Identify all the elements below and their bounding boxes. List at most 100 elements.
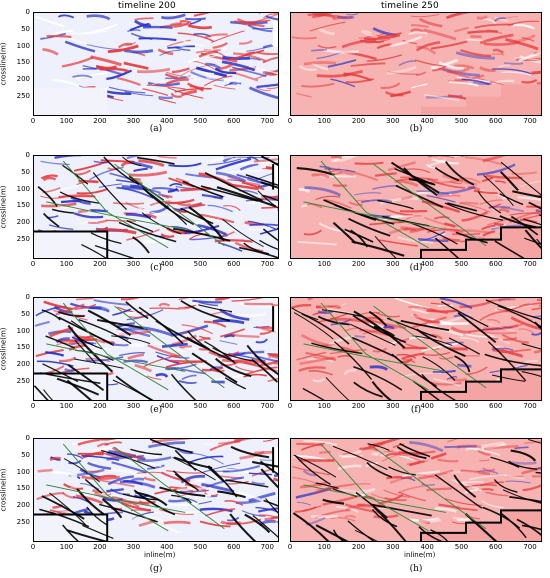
fault-line: [390, 161, 440, 194]
seismic-streak: [271, 75, 278, 79]
x-tick-label: 400: [420, 260, 434, 268]
seismic-streak: [199, 520, 231, 528]
seismic-streak: [303, 440, 338, 446]
fault-line: [484, 353, 541, 367]
fault-line: [293, 454, 337, 478]
seismic-streak: [67, 453, 84, 460]
seismic-streak: [201, 156, 233, 163]
x-tick-label: 500: [193, 117, 208, 125]
x-tick-label: 0: [30, 260, 36, 268]
seismic-streak: [265, 15, 278, 21]
fault-line: [371, 508, 398, 528]
seismic-streak: [181, 374, 197, 381]
seismic-streak: [334, 483, 371, 488]
masked-region: [273, 164, 278, 190]
seismic-streak: [174, 46, 191, 52]
seismic-streak: [104, 441, 123, 446]
seismic-streak: [536, 298, 541, 301]
seismic-streak: [81, 455, 120, 462]
seismic-streak: [251, 481, 265, 485]
seismic-streak: [273, 477, 278, 482]
seismic-streak: [127, 353, 145, 360]
seismic-streak: [418, 469, 454, 480]
fault-line: [66, 379, 93, 400]
x-tick-label: 600: [227, 260, 241, 268]
fault-line: [332, 445, 388, 471]
seismic-streak: [430, 302, 451, 305]
fault-line: [259, 239, 278, 250]
seismic-streak: [482, 443, 507, 450]
seismic-streak: [258, 514, 278, 519]
seismic-streak: [136, 456, 172, 462]
seismic-streak: [369, 221, 405, 226]
x-tick-label: 600: [489, 543, 503, 551]
seismic-streak: [426, 309, 459, 313]
seismic-streak: [37, 468, 53, 473]
seismic-streak: [311, 48, 328, 52]
y-tick-label: 200: [16, 360, 30, 369]
fault-line: [353, 381, 383, 398]
seismic-streak: [426, 163, 440, 170]
seismic-streak: [514, 446, 529, 450]
seismic-streak: [106, 69, 133, 81]
seismic-streak: [125, 212, 152, 219]
fault-line: [351, 240, 405, 257]
fault-line: [263, 194, 278, 202]
fault-line: [78, 319, 132, 345]
seismic-streak: [451, 232, 481, 236]
fault-line: [301, 313, 350, 345]
fault-line: [191, 352, 238, 384]
subfigure-label: (f): [410, 405, 422, 415]
seismic-streak: [132, 80, 165, 93]
x-tick-label: 300: [386, 402, 400, 410]
seismic-streak: [138, 37, 177, 42]
fault-line: [490, 456, 520, 469]
seismic-streak: [223, 464, 261, 473]
seismic-streak: [40, 174, 58, 180]
seismic-panel-g: [33, 438, 279, 542]
fault-line: [317, 315, 350, 326]
seismic-streak: [122, 479, 144, 486]
x-tick-label: 600: [227, 543, 241, 551]
seismic-streak: [209, 311, 232, 316]
seismic-streak: [460, 202, 491, 213]
seismic-streak: [501, 71, 532, 77]
fault-line: [422, 356, 456, 381]
y-tick-label: 150: [16, 58, 30, 67]
reference-line: [46, 484, 186, 513]
fault-line: [51, 208, 74, 214]
seismic-streak: [300, 481, 327, 489]
seismic-streak: [166, 39, 191, 48]
seismic-streak: [61, 56, 94, 68]
seismic-streak: [401, 352, 425, 360]
seismic-streak: [483, 40, 521, 46]
seismic-streak: [266, 86, 278, 89]
x-tick-label: 0: [287, 260, 293, 268]
y-axis-label: crossline(m): [0, 42, 8, 86]
seismic-streak: [303, 60, 337, 66]
fault-line: [149, 439, 193, 454]
seismic-streak: [98, 183, 122, 188]
seismic-streak: [296, 442, 324, 447]
x-tick-label: 200: [93, 402, 107, 410]
masked-region: [273, 21, 278, 47]
seismic-streak: [537, 467, 541, 470]
seismic-streak: [459, 337, 480, 343]
seismic-streak: [512, 23, 535, 30]
fault-line: [41, 495, 85, 520]
seismic-streak: [116, 327, 148, 332]
seismic-streak: [503, 473, 525, 480]
seismic-streak: [438, 356, 454, 360]
seismic-streak: [330, 317, 371, 324]
seismic-streak: [445, 13, 470, 20]
seismic-streak: [394, 298, 431, 310]
seismic-streak: [473, 189, 498, 195]
seismic-streak: [292, 477, 323, 487]
seismic-streak: [214, 67, 237, 75]
seismic-streak: [118, 351, 145, 357]
seismic-streak: [54, 204, 92, 211]
seismic-streak: [107, 475, 134, 486]
y-tick-label: 250: [16, 91, 30, 100]
seismic-streak: [311, 173, 330, 179]
seismic-streak: [213, 84, 236, 90]
